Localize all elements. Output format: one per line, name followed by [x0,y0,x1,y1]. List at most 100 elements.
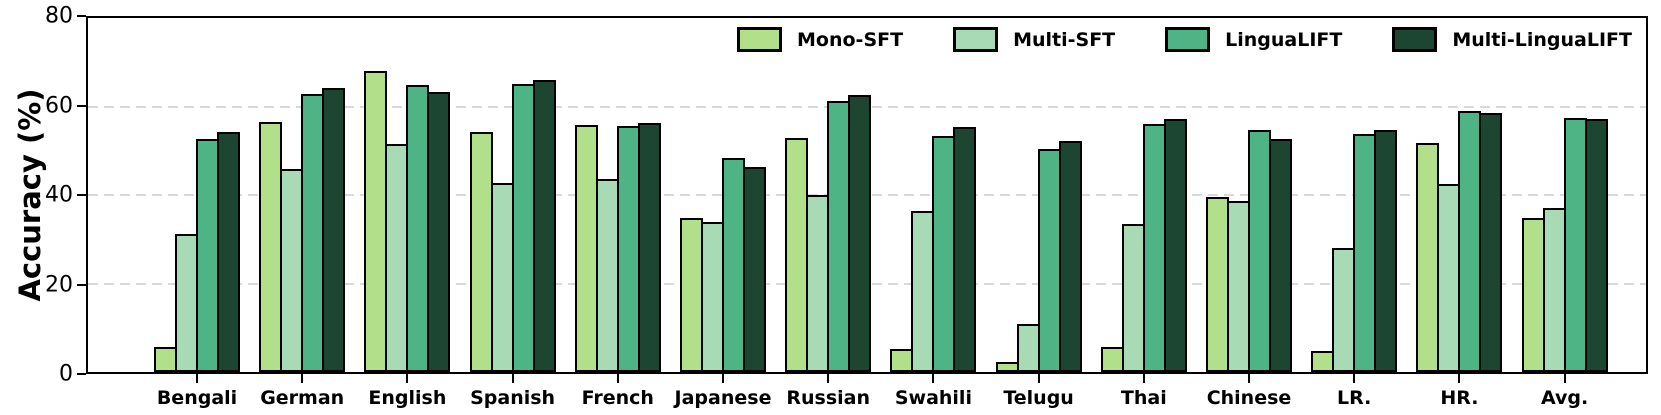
bar-multi-lingualift-bengali [217,131,240,372]
y-tick-label: 80 [45,3,73,29]
x-tick-label: Russian [786,387,871,409]
bar-multi-lingualift-thai [1163,118,1187,372]
x-tick-mark [616,374,619,383]
bar-multi-lingualift-avg- [1584,118,1608,372]
legend-label: Multi-SFT [1013,28,1116,51]
x-tick-mark [1353,374,1356,383]
bar-multi-lingualift-russian [848,95,872,372]
y-tick-label: 20 [45,272,73,297]
bar-lingualift-chinese [1248,129,1271,372]
legend-swatch [737,27,783,52]
x-tick-mark [1458,374,1461,383]
bar-multi-lingualift-french [637,122,661,372]
legend: Mono-SFT Multi-SFT LinguaLIFT Multi-LinguaL… [737,27,1632,52]
bar-mono-sft-hr- [1416,143,1440,372]
bar-lingualift-bengali [196,138,219,372]
x-tick-label: Bengali [156,387,238,409]
bar-multi-sft-hr- [1437,184,1461,372]
bar-multi-sft-telugu [1016,324,1040,372]
x-tick-label: Avg. [1540,387,1589,409]
bar-lingualift-lr- [1353,133,1377,372]
bar-multi-lingualift-japanese [743,167,766,372]
bar-mono-sft-lr- [1311,351,1335,372]
bar-multi-lingualift-chinese [1269,139,1292,372]
bar-multi-sft-spanish [490,183,514,372]
bar-lingualift-english [406,84,430,372]
bar-mono-sft-spanish [469,131,493,372]
y-tick-mark [77,373,86,375]
x-tick-label: Japanese [674,387,772,409]
x-tick-mark [1037,374,1040,383]
y-tick-mark [77,194,86,196]
x-tick-label: Telugu [1003,387,1074,409]
legend-item-lingualift: LinguaLIFT [1165,27,1342,52]
legend-swatch [1392,27,1438,52]
bar-lingualift-german [301,94,325,372]
bar-mono-sft-swahili [890,348,914,372]
bar-multi-sft-swahili [911,210,935,372]
x-tick-label: Thai [1120,387,1167,409]
bar-lingualift-telugu [1037,148,1061,372]
bar-mono-sft-bengali [154,347,177,372]
legend-swatch [953,27,999,52]
bar-mono-sft-telugu [995,362,1019,372]
bar-mono-sft-avg- [1521,218,1545,372]
bar-lingualift-avg- [1563,117,1587,372]
bar-multi-lingualift-english [427,91,451,372]
bar-multi-sft-thai [1121,223,1145,372]
y-tick-mark [77,283,86,286]
bar-mono-sft-german [259,122,283,372]
bar-lingualift-swahili [932,135,956,372]
bar-multi-sft-german [280,168,304,372]
bar-multi-lingualift-german [322,87,346,372]
legend-label: Multi-LinguaLIFT [1452,28,1632,51]
y-tick-label: 40 [45,182,73,208]
y-tick-label: 0 [59,361,73,387]
bar-lingualift-spanish [511,83,535,372]
bar-lingualift-hr- [1458,110,1482,372]
x-tick-mark [722,374,724,383]
x-tick-mark [827,374,830,383]
bar-multi-sft-japanese [701,222,724,372]
x-tick-label: German [260,387,345,409]
bar-multi-sft-chinese [1227,200,1250,372]
legend-item-multi-lingualift: Multi-LinguaLIFT [1392,27,1632,52]
y-tick-label: 60 [45,93,73,118]
bar-mono-sft-english [364,71,388,372]
x-tick-mark [1248,374,1250,383]
bar-mono-sft-french [574,124,598,372]
y-tick-mark [77,104,86,107]
x-tick-label: Spanish [470,387,556,409]
bar-multi-lingualift-swahili [953,126,977,372]
bar-multi-sft-avg- [1542,208,1566,372]
bar-multi-sft-russian [806,195,830,372]
x-tick-label: Swahili [894,387,972,409]
x-tick-mark [301,374,304,383]
bar-multi-lingualift-telugu [1058,140,1082,372]
bar-multi-sft-bengali [175,234,198,372]
bar-mono-sft-russian [785,138,809,372]
x-tick-mark [196,374,198,383]
legend-label: LinguaLIFT [1225,28,1343,51]
bar-mono-sft-chinese [1206,197,1229,372]
legend-item-mono-sft: Mono-SFT [737,27,903,52]
y-tick-mark [77,15,86,17]
x-tick-mark [406,374,409,383]
bar-mono-sft-japanese [680,218,703,372]
bar-lingualift-japanese [722,157,745,372]
legend-swatch [1165,27,1211,52]
x-tick-label: Chinese [1206,387,1292,409]
plot-area: Mono-SFT Multi-SFT LinguaLIFT Multi-LinguaL… [86,16,1648,374]
bar-multi-sft-lr- [1332,247,1356,372]
bar-lingualift-french [616,126,640,372]
bar-multi-lingualift-spanish [532,79,556,372]
legend-label: Mono-SFT [797,28,904,51]
bar-multi-lingualift-hr- [1479,112,1503,372]
x-tick-label: LR. [1337,387,1372,409]
x-tick-label: HR. [1440,387,1479,409]
x-tick-label: English [368,387,447,409]
x-tick-mark [511,374,514,383]
bar-lingualift-thai [1142,124,1166,372]
bar-multi-sft-english [385,144,409,372]
